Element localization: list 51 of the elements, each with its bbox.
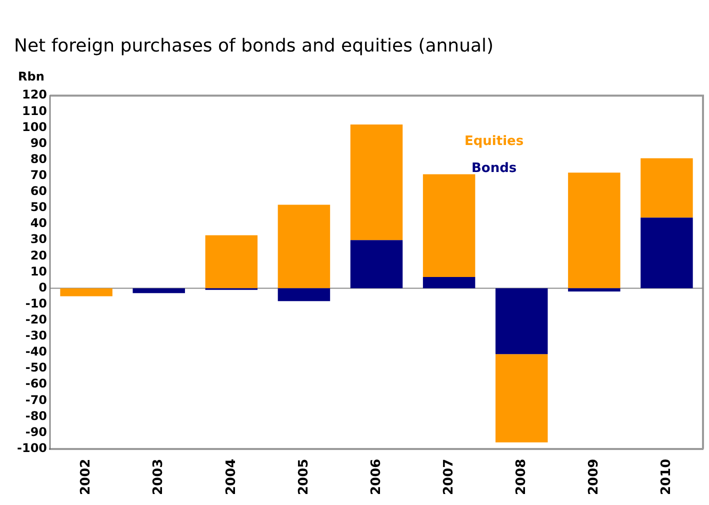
bar — [278, 204, 330, 288]
bar — [422, 277, 476, 288]
y-tick-label: 60 — [30, 184, 48, 198]
x-tick-label: 2004 — [224, 458, 239, 496]
bar — [278, 288, 330, 302]
y-tick-label: -30 — [25, 328, 48, 343]
x-tick-label: 2002 — [78, 458, 94, 496]
y-tick-label: -70 — [25, 392, 48, 407]
chart-title: Net foreign purchases of bonds and equities (annual) — [14, 35, 494, 56]
bar — [640, 218, 693, 288]
y-tick-label: 80 — [30, 152, 48, 166]
x-tick-label: 2009 — [586, 458, 602, 496]
y-tick-label: -40 — [25, 344, 48, 359]
bar — [568, 288, 620, 292]
y-tick-label: 10 — [30, 264, 48, 278]
y-tick-label: -20 — [25, 312, 48, 326]
y-tick-label: -100 — [17, 440, 48, 455]
y-tick-label: 100 — [22, 120, 48, 134]
series-label: Equities — [464, 134, 524, 149]
y-tick-label: -50 — [25, 360, 48, 375]
x-tick-label: 2007 — [441, 458, 456, 496]
y-tick-label: 40 — [30, 216, 48, 230]
bar — [350, 240, 403, 288]
y-axis-title: Rbn — [18, 70, 44, 84]
x-tick-label: 2005 — [296, 458, 312, 496]
x-tick-label: 2008 — [514, 458, 529, 496]
x-tick-label: 2006 — [368, 458, 384, 496]
y-tick-label: 70 — [30, 168, 48, 182]
y-tick-label: 20 — [30, 248, 48, 262]
bar — [205, 235, 258, 288]
bar — [60, 288, 112, 296]
x-tick-label: 2010 — [659, 458, 674, 496]
y-tick-label: -60 — [25, 376, 48, 391]
bar — [422, 174, 476, 278]
y-tick-label: 50 — [30, 200, 48, 214]
y-tick-label: -90 — [25, 424, 48, 439]
bar — [640, 158, 693, 218]
y-tick-label: 120 — [22, 88, 48, 102]
y-tick-label: 0 — [38, 280, 48, 294]
bar — [496, 288, 548, 354]
y-tick-label: 110 — [22, 104, 48, 118]
y-tick-label: 90 — [30, 136, 48, 150]
y-tick-label: 30 — [30, 232, 48, 246]
y-tick-label: -10 — [25, 296, 48, 310]
y-tick-label: -80 — [25, 408, 48, 423]
bar — [496, 354, 548, 442]
bar — [132, 288, 185, 294]
bar — [350, 124, 403, 240]
bar — [568, 172, 620, 288]
text: Bonds — [471, 160, 517, 176]
x-tick-label: 2003 — [151, 458, 166, 496]
